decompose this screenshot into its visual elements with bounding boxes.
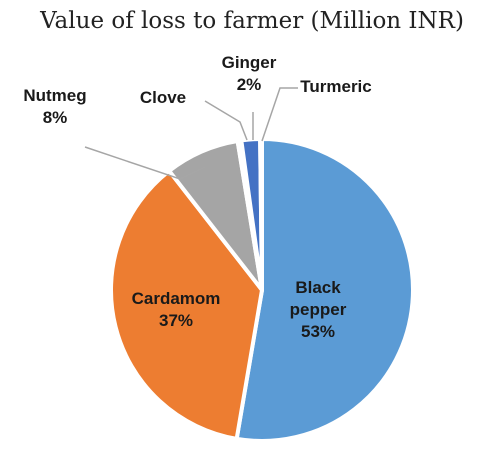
leader-line-turmeric xyxy=(261,87,298,142)
data-label-nutmeg: Nutmeg 8% xyxy=(23,86,86,127)
leader-line-clove xyxy=(204,100,248,141)
pie-slice-black-pepper xyxy=(234,137,415,443)
pie-slice-cardamom xyxy=(109,168,264,441)
pie-slice-turmeric xyxy=(258,136,264,292)
data-label-clove: Clove xyxy=(140,88,186,107)
data-label-cardamom: Cardamom 37% xyxy=(132,289,221,330)
data-label-black-pepper: Black pepper 53% xyxy=(290,278,347,341)
data-label-turmeric: Turmeric xyxy=(300,77,372,96)
data-label-ginger: Ginger 2% xyxy=(222,53,277,94)
leader-line-nutmeg xyxy=(84,146,206,180)
chart-title: Value of loss to farmer (Million INR) xyxy=(40,8,464,34)
